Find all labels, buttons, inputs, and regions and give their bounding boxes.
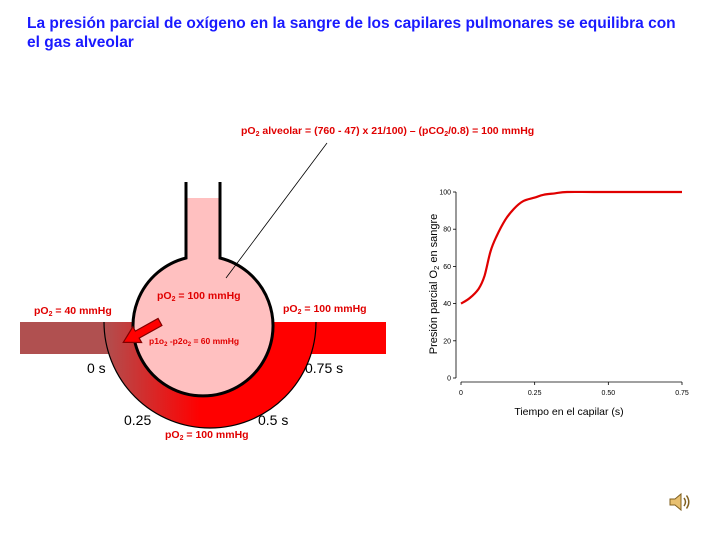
capillary-po2-label: pO2 = 100 mmHg (165, 429, 249, 442)
alveolar-formula: pO2 alveolar = (760 - 47) x 21/100) – (p… (241, 125, 534, 138)
alveolus-po2-label: pO2 = 100 mmHg (157, 290, 241, 303)
x-tick-label: 0 (459, 390, 463, 397)
venous-po2-label: pO2 = 40 mmHg (34, 305, 112, 318)
y-tick-label: 40 (443, 301, 451, 308)
slide-title: La presión parcial de oxígeno en la sang… (27, 15, 676, 51)
diffusion-arrow (122, 317, 163, 344)
pointer-line (225, 142, 328, 279)
y-tick-label: 0 (447, 376, 451, 383)
y-tick-label: 100 (439, 190, 451, 197)
x-axis-label: Tiempo en el capilar (s) (514, 406, 623, 418)
time-label-025: 0.25 (124, 412, 151, 428)
arterial-po2-label: pO2 = 100 mmHg (283, 303, 367, 316)
speaker-icon[interactable] (668, 490, 692, 514)
x-tick-label: 0.75 (675, 390, 689, 397)
capillary (104, 322, 316, 428)
time-label-05: 0.5 s (258, 412, 288, 428)
po2-curve (460, 190, 682, 305)
time-label-075: 0.75 s (305, 360, 343, 376)
x-tick-label: 0.50 (602, 390, 616, 397)
alveolus (133, 182, 273, 396)
y-tick-label: 60 (443, 264, 451, 271)
x-tick-label: 0.25 (528, 390, 542, 397)
gradient-label: p1o2 -p2o2 = 60 mmHg (149, 336, 239, 348)
y-tick-label: 20 (443, 338, 451, 345)
time-label-0: 0 s (87, 360, 106, 376)
alveolus-neck-air (187, 182, 219, 198)
y-axis-label: Presión parcial O2 en sangre (428, 214, 441, 355)
y-tick-label: 80 (443, 227, 451, 234)
